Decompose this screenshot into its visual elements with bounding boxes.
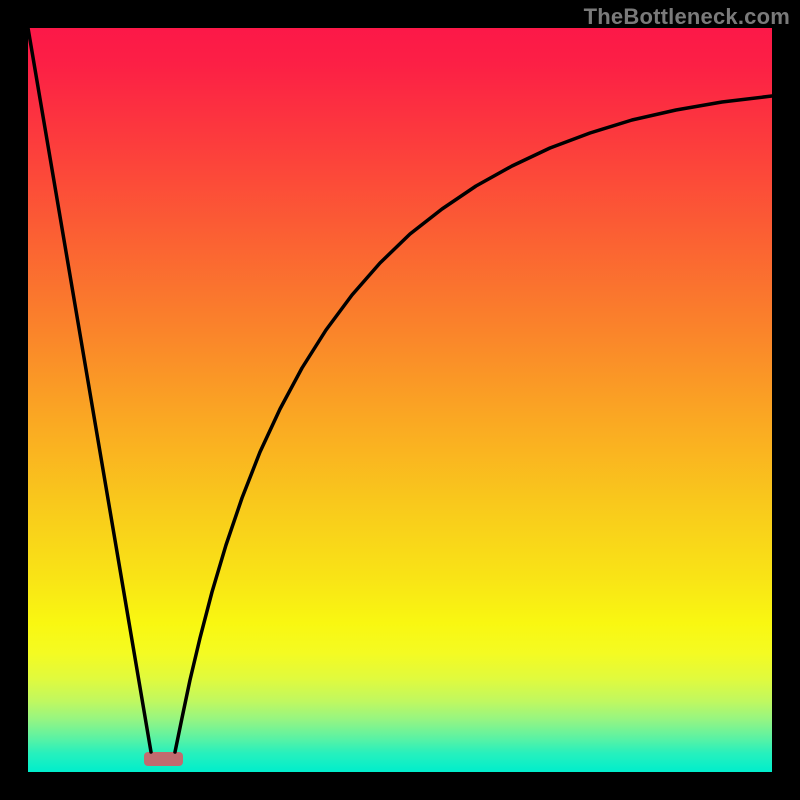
bottleneck-marker xyxy=(144,752,183,766)
watermark-text: TheBottleneck.com xyxy=(584,4,790,30)
plot-background xyxy=(28,28,772,772)
chart-svg xyxy=(0,0,800,800)
chart-stage: TheBottleneck.com xyxy=(0,0,800,800)
